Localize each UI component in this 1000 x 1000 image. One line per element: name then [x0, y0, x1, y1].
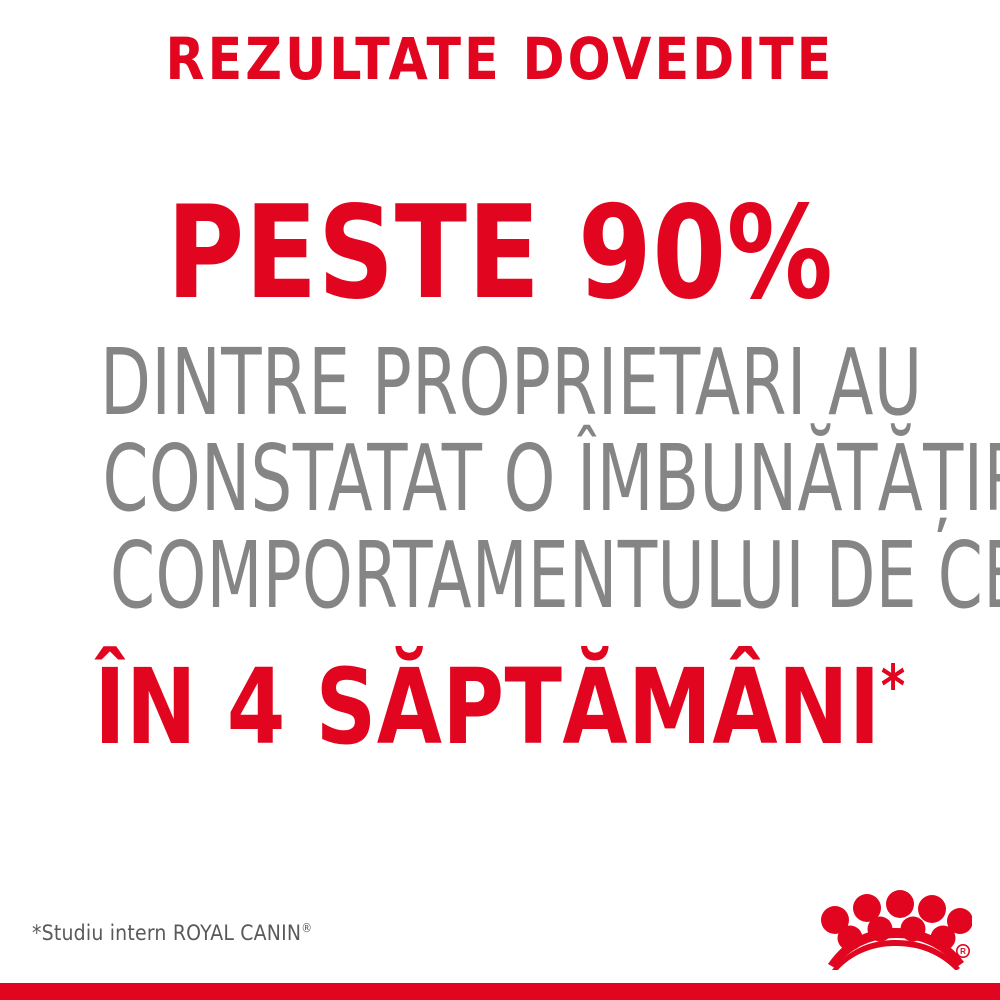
footnote-marker: * — [880, 652, 906, 720]
brand-bar — [0, 983, 1000, 1000]
footnote: *Studiu intern ROYAL CANIN® — [32, 921, 312, 945]
svg-text:R: R — [960, 947, 966, 956]
closing-timeframe-text: ÎN 4 SĂPTĂMÂNI — [94, 646, 881, 768]
body-line-3: COMPORTAMENTULUI DE CERȘIT — [110, 522, 1000, 629]
closing-timeframe: ÎN 4 SĂPTĂMÂNI* — [50, 655, 950, 759]
hero-statistic: PESTE 90% — [166, 179, 834, 328]
body-line-1: DINTRE PROPRIETARI AU — [100, 329, 923, 436]
logo-registered-mark: R — [956, 943, 971, 958]
royal-canin-crown-logo: R — [812, 888, 972, 970]
footnote-text: *Studiu intern ROYAL CANIN — [32, 921, 302, 945]
registered-trademark-symbol: ® — [301, 921, 313, 935]
body-line-2: CONSTATAT O ÎMBUNĂTĂȚIRE A — [102, 425, 1000, 532]
eyebrow-heading: REZULTATE DOVEDITE — [165, 25, 835, 93]
